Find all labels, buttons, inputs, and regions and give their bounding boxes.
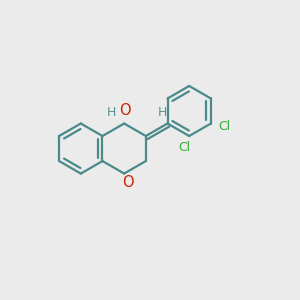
Text: Cl: Cl [179,141,191,154]
Text: H: H [158,106,167,119]
Text: H: H [107,106,116,119]
Text: O: O [119,103,130,118]
Text: Cl: Cl [218,120,230,133]
Text: O: O [122,175,134,190]
